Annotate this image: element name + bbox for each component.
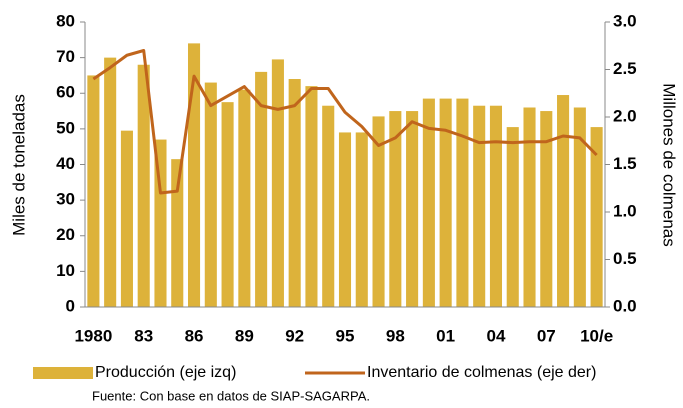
y-tick-label: 80	[56, 11, 75, 30]
y-tick-label: 0	[66, 296, 75, 315]
bar	[473, 105, 486, 307]
bar	[104, 57, 117, 307]
y2-tick-label: 3.0	[613, 11, 637, 30]
y-tick-label: 20	[56, 225, 75, 244]
bar	[573, 107, 586, 307]
bar	[355, 132, 368, 307]
x-tick-label: 04	[487, 326, 506, 345]
y2-tick-label: 1.0	[613, 201, 637, 220]
x-tick-label: 92	[285, 326, 304, 345]
x-tick-label: 01	[436, 326, 455, 345]
source-note: Fuente: Con base en datos de SIAP-SAGARP…	[92, 388, 370, 403]
x-tick-label: 07	[537, 326, 556, 345]
bar	[422, 98, 435, 307]
legend-label: Inventario de colmenas (eje der)	[367, 364, 596, 381]
x-tick-label: 83	[134, 326, 153, 345]
bar	[372, 116, 385, 307]
x-tick-label: 86	[185, 326, 204, 345]
bar	[590, 127, 603, 307]
bar	[137, 64, 150, 307]
bar	[456, 98, 469, 307]
bar	[288, 79, 301, 307]
bar	[187, 43, 201, 307]
y2-tick-label: 2.5	[613, 59, 637, 78]
y-tick-label: 70	[56, 47, 75, 66]
bar	[305, 86, 318, 307]
x-tick-label: 98	[386, 326, 405, 345]
bar	[120, 130, 133, 307]
bar	[338, 132, 352, 307]
line	[92, 49, 598, 195]
x-tick-label: 89	[235, 326, 254, 345]
x-tick-label: 10/e	[580, 326, 613, 345]
bar	[389, 111, 402, 307]
bar	[271, 59, 284, 307]
bar	[171, 159, 184, 307]
bar	[439, 98, 452, 307]
y2-tick-label: 2.0	[613, 106, 637, 125]
bar	[255, 71, 268, 307]
y2-tick-label: 0.5	[613, 249, 637, 268]
x-tick-label: 1980	[74, 326, 112, 345]
bar	[489, 105, 503, 307]
y2-tick-label: 0.0	[613, 296, 637, 315]
bar	[406, 111, 419, 307]
y-tick-label: 30	[56, 190, 75, 209]
y-tick-label: 10	[56, 261, 75, 280]
bar	[506, 127, 519, 307]
bar	[557, 95, 570, 307]
bar	[221, 102, 234, 307]
legend-swatch	[33, 367, 93, 379]
bar	[204, 82, 217, 307]
y-tick-label: 60	[56, 83, 75, 102]
y2-axis-title: Millones de colmenas	[660, 83, 679, 246]
y-tick-label: 40	[56, 154, 75, 173]
bar	[540, 111, 553, 307]
x-tick-label: 95	[336, 326, 355, 345]
bar	[523, 107, 536, 307]
bar	[322, 105, 335, 307]
y2-tick-label: 1.5	[613, 154, 637, 173]
bar	[87, 75, 100, 307]
y-tick-label: 50	[56, 118, 75, 137]
bar	[238, 89, 251, 307]
y-axis-title: Miles de toneladas	[9, 94, 28, 236]
bar	[154, 139, 167, 307]
legend-label: Producción (eje izq)	[95, 364, 236, 381]
